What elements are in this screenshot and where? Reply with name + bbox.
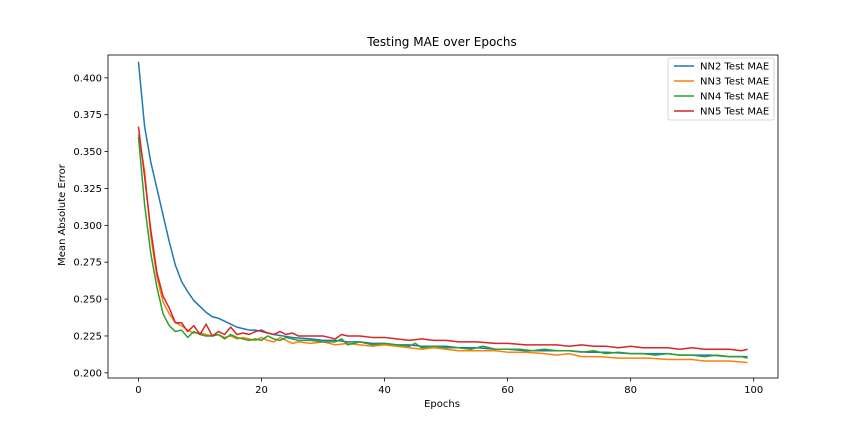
y-tick-label: 0.250 [73,295,102,306]
y-axis-ticks: 0.200 0.225 0.250 0.275 0.300 0.325 0.350 0.375… [73,73,108,379]
series-line-nn4 [137,136,748,359]
x-tick-label: 40 [378,385,391,396]
legend-entry-label: NN3 Test MAE [700,77,769,88]
y-tick-label: 0.225 [73,331,102,342]
legend-entry-label: NN4 Test MAE [700,92,769,103]
series-layer [137,61,748,364]
y-tick-label: 0.350 [73,147,102,158]
y-tick-label: 0.200 [73,368,102,379]
x-tick-label: 60 [501,385,514,396]
y-tick-label: 0.400 [73,73,102,84]
y-tick-label: 0.325 [73,184,102,195]
plot-area: 0 20 40 60 80 100 0.2000.2250.2500.2750.3000.… [73,54,779,396]
y-tick-label: 0.275 [73,258,102,269]
y-tick-label: 0.375 [73,110,102,121]
x-tick-label: 0 [135,385,141,396]
y-axis-label: Mean Absolute Error [57,163,68,266]
x-axis-label: Epochs [424,399,460,410]
chart-title: Testing MAE over Epochs [366,35,517,49]
x-tick-label: 100 [744,385,763,396]
legend-box [667,57,775,121]
y-tick-label: 0.300 [73,221,102,232]
x-tick-label: 20 [255,385,268,396]
x-axis-ticks: 0 20 40 60 80 100 [135,378,763,396]
legend-entry-label: NN5 Test MAE [700,107,769,118]
axes-frame [107,54,779,379]
legend: NN2 Test MAE NN3 Test MAE NN4 Test MAE NN5 … [667,57,775,121]
x-tick-label: 80 [624,385,637,396]
series-line-nn5 [137,126,748,352]
legend-entry-label: NN2 Test MAE [700,62,769,73]
